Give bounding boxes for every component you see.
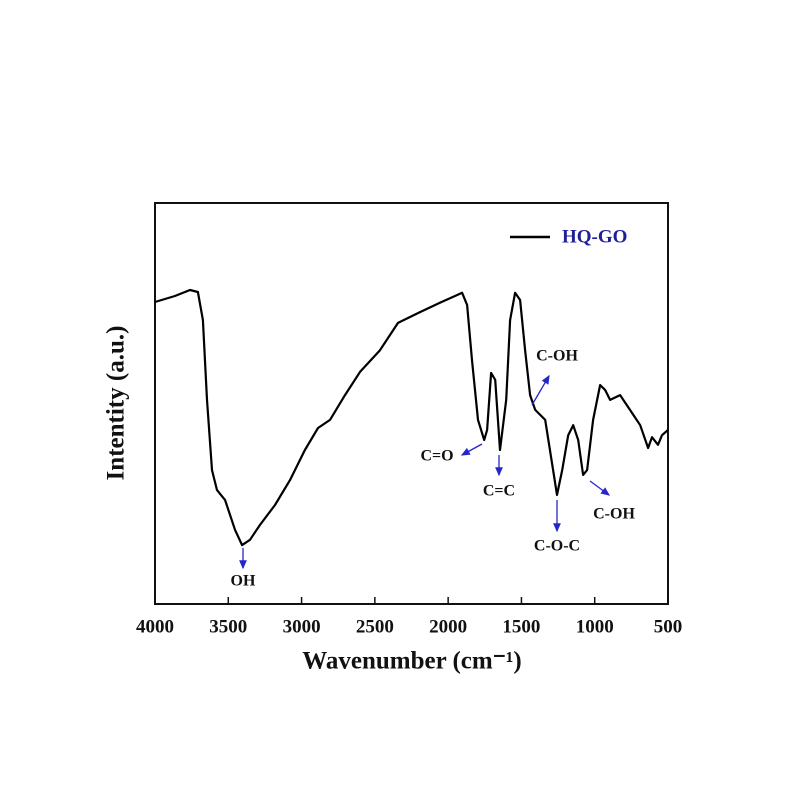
x-tick-label: 2500 [356,616,394,637]
x-tick-label: 500 [654,616,683,637]
x-tick-label: 3500 [209,616,247,637]
x-tick-label: 3000 [283,616,321,637]
annotation-label: C-O-C [534,538,580,555]
legend-label: HQ-GO [562,226,627,247]
annotation-label: C=O [420,448,453,465]
annotation-label: C=C [483,483,515,500]
spectrum-line [154,288,669,547]
annotation-arrow [531,374,550,406]
x-tick-label: 2000 [429,616,467,637]
x-tick-label: 1000 [576,616,614,637]
x-axis-label: Wavenumber (cm⁻¹) [302,648,522,675]
plot-frame [154,202,669,605]
annotation-arrow [460,443,483,456]
y-axis-label: Intentity (a.u.) [103,326,130,481]
annotation-arrow [589,480,611,496]
annotation-label: C-OH [593,506,635,523]
x-tick-label: 1500 [502,616,540,637]
annotation-label: OH [231,573,256,590]
x-tick-label: 4000 [136,616,174,637]
annotation-label: C-OH [536,348,578,365]
